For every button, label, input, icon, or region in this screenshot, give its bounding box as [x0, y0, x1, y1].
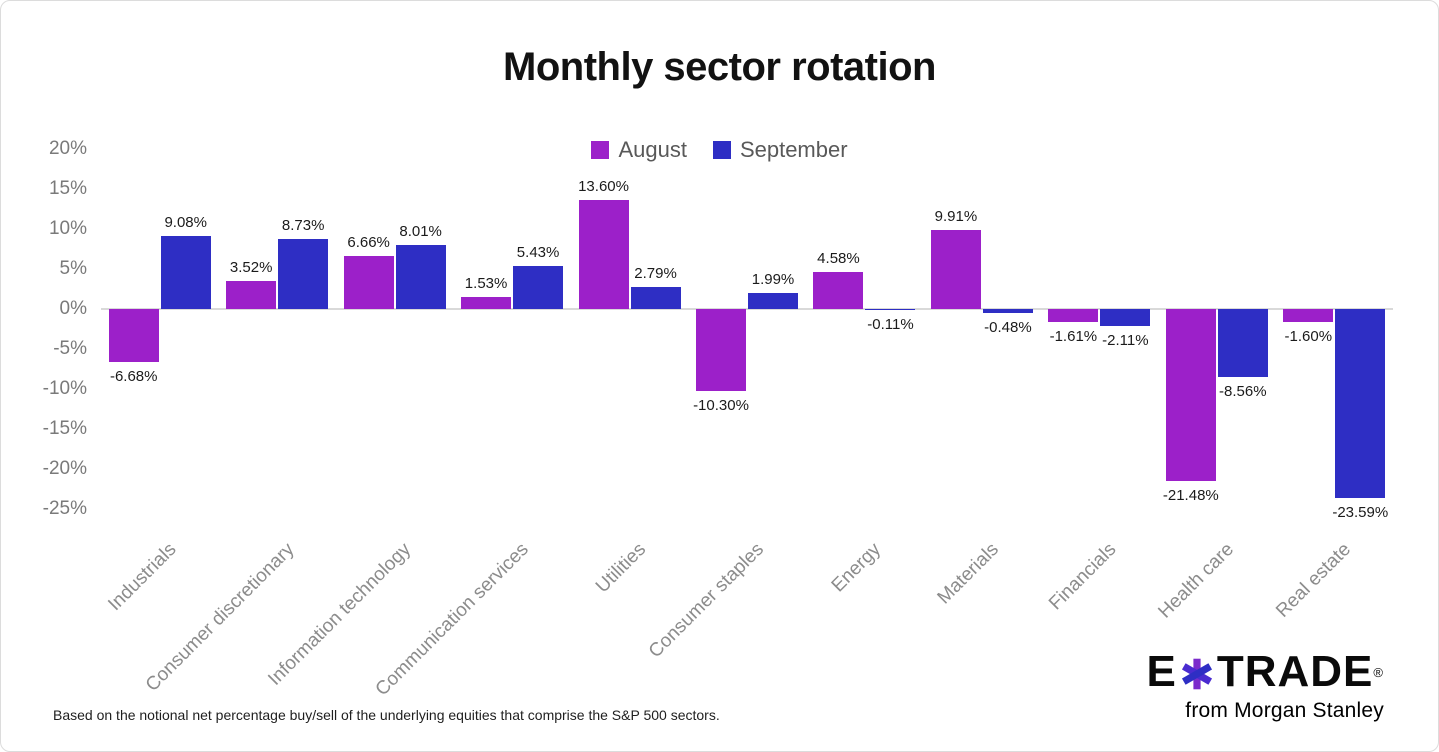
logo-text-e: E — [1146, 647, 1177, 696]
registered-mark-icon: ® — [1373, 665, 1384, 680]
bar-value-september-materials: -0.48% — [984, 318, 1032, 336]
bar-value-september-consumer-staples: 1.99% — [751, 271, 795, 289]
x-label-health-care: Health care — [1154, 539, 1238, 623]
x-label-industrials: Industrials — [104, 539, 181, 616]
bar-august-consumer-discretionary — [226, 280, 277, 309]
legend-swatch-september — [712, 141, 731, 159]
chart-title: Monthly sector rotation — [503, 45, 936, 89]
bar-august-health-care — [1165, 309, 1216, 481]
x-label-real-estate: Real estate — [1272, 539, 1356, 622]
legend-label-august: August — [618, 137, 687, 162]
x-label-energy: Energy — [827, 539, 886, 597]
x-label-consumer-staples: Consumer staples — [644, 539, 768, 663]
bar-value-august-materials: 9.91% — [934, 207, 978, 225]
bar-value-september-health-care: -8.56% — [1219, 383, 1267, 401]
y-tick--25-: -25% — [42, 498, 87, 519]
bar-september-information-technology — [395, 244, 446, 309]
bar-value-august-health-care: -21.48% — [1162, 486, 1219, 504]
bar-value-september-industrials: 9.08% — [164, 214, 207, 232]
bar-value-august-consumer-discretionary: 3.52% — [229, 258, 273, 276]
bar-value-august-information-technology: 6.66% — [347, 233, 390, 251]
bar-august-consumer-staples — [696, 309, 746, 392]
bar-september-energy — [865, 309, 916, 310]
bar-august-utilities — [578, 200, 629, 309]
bar-august-industrials — [108, 309, 159, 363]
x-label-materials: Materials — [933, 539, 1003, 609]
bar-value-august-consumer-staples: -10.30% — [693, 397, 749, 415]
bar-value-september-energy: -0.11% — [867, 316, 914, 333]
y-tick--20-: -20% — [42, 458, 87, 479]
bar-august-information-technology — [343, 255, 394, 309]
bar-value-september-communication-services: 5.43% — [516, 243, 560, 261]
asterisk-icon — [1181, 658, 1212, 690]
bar-value-august-energy: 4.58% — [817, 250, 860, 268]
legend-item-august: August — [591, 137, 687, 163]
bar-september-industrials — [160, 236, 211, 309]
footnote: Based on the notional net percentage buy… — [53, 707, 720, 723]
bar-august-materials — [930, 229, 981, 309]
bar-september-communication-services — [513, 265, 564, 309]
bar-value-august-utilities: 13.60% — [578, 178, 629, 196]
bar-value-september-real-estate: -23.59% — [1332, 503, 1389, 521]
legend-label-september: September — [739, 137, 848, 162]
bar-value-august-industrials: -6.68% — [109, 368, 158, 386]
zero-baseline — [101, 308, 1393, 310]
bar-value-august-financials: -1.61% — [1049, 327, 1098, 345]
logo-text-trade: TRADE — [1216, 647, 1374, 696]
bar-august-communication-services — [461, 296, 512, 309]
etrade-logo: E TRADE ® from Morgan Stanley — [1146, 649, 1384, 723]
y-tick-0-: 0% — [59, 298, 87, 319]
bar-value-september-consumer-discretionary: 8.73% — [281, 217, 325, 235]
bar-value-september-information-technology: 8.01% — [399, 222, 442, 240]
bar-september-financials — [1100, 309, 1151, 326]
x-label-financials: Financials — [1044, 539, 1121, 615]
y-tick--15-: -15% — [42, 418, 87, 439]
bar-value-september-financials: -2.11% — [1102, 331, 1149, 349]
bar-september-utilities — [630, 286, 681, 309]
y-tick-15-: 15% — [48, 178, 87, 199]
y-tick--10-: -10% — [42, 378, 87, 399]
bar-august-real-estate — [1283, 309, 1334, 322]
legend-swatch-august — [591, 141, 610, 159]
bar-september-real-estate — [1335, 309, 1386, 498]
bar-value-september-utilities: 2.79% — [634, 264, 677, 282]
logo-tagline: from Morgan Stanley — [1185, 699, 1384, 722]
bar-value-august-communication-services: 1.53% — [464, 274, 508, 292]
bar-value-august-real-estate: -1.60% — [1284, 327, 1333, 345]
legend: August September — [1, 137, 1438, 163]
y-tick-20-: 20% — [48, 138, 87, 159]
x-label-utilities: Utilities — [592, 539, 651, 598]
bar-september-materials — [982, 309, 1033, 313]
bar-september-consumer-staples — [748, 293, 798, 309]
bar-august-financials — [1048, 309, 1099, 322]
bar-september-consumer-discretionary — [278, 239, 329, 309]
bar-september-health-care — [1217, 309, 1268, 378]
etrade-wordmark: E TRADE ® — [1146, 649, 1384, 695]
bar-august-energy — [813, 272, 864, 309]
legend-item-september: September — [712, 137, 848, 163]
y-tick-5-: 5% — [59, 258, 87, 279]
y-tick-10-: 10% — [48, 218, 87, 239]
y-tick--5-: -5% — [53, 338, 87, 359]
